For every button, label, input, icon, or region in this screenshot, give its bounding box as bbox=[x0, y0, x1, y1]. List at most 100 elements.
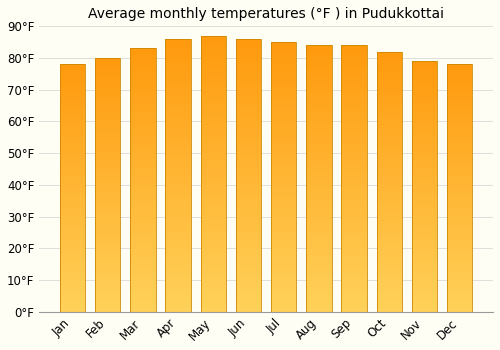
Bar bbox=[306, 245, 332, 248]
Bar bbox=[236, 80, 261, 83]
Bar bbox=[342, 115, 367, 119]
Bar bbox=[200, 267, 226, 270]
Bar bbox=[271, 150, 296, 153]
Bar bbox=[271, 221, 296, 224]
Bar bbox=[166, 223, 191, 226]
Bar bbox=[271, 160, 296, 163]
Bar bbox=[376, 244, 402, 247]
Bar bbox=[271, 42, 296, 46]
Bar bbox=[447, 262, 472, 265]
Bar bbox=[130, 193, 156, 197]
Bar bbox=[166, 226, 191, 230]
Bar bbox=[342, 195, 367, 198]
Bar bbox=[412, 83, 437, 86]
Bar bbox=[342, 122, 367, 125]
Bar bbox=[447, 169, 472, 173]
Bar bbox=[447, 299, 472, 302]
Bar bbox=[236, 124, 261, 128]
Bar bbox=[95, 271, 120, 274]
Bar bbox=[376, 78, 402, 81]
Bar bbox=[236, 247, 261, 250]
Bar bbox=[60, 86, 85, 89]
Bar bbox=[306, 192, 332, 195]
Bar bbox=[376, 100, 402, 104]
Bar bbox=[236, 206, 261, 209]
Bar bbox=[342, 145, 367, 148]
Bar bbox=[306, 169, 332, 172]
Bar bbox=[447, 176, 472, 179]
Bar bbox=[60, 71, 85, 74]
Bar bbox=[236, 308, 261, 312]
Bar bbox=[166, 107, 191, 111]
Bar bbox=[130, 200, 156, 203]
Bar bbox=[447, 148, 472, 151]
Bar bbox=[447, 105, 472, 108]
Bar bbox=[342, 92, 367, 95]
Bar bbox=[236, 66, 261, 70]
Bar bbox=[342, 279, 367, 282]
Bar bbox=[200, 43, 226, 46]
Bar bbox=[306, 108, 332, 112]
Bar bbox=[200, 177, 226, 181]
Bar bbox=[342, 232, 367, 235]
Bar bbox=[271, 56, 296, 59]
Bar bbox=[200, 70, 226, 74]
Bar bbox=[60, 126, 85, 129]
Bar bbox=[412, 168, 437, 171]
Bar bbox=[200, 239, 226, 243]
Bar bbox=[200, 112, 226, 115]
Bar bbox=[236, 216, 261, 220]
Bar bbox=[271, 153, 296, 157]
Bar bbox=[376, 257, 402, 260]
Bar bbox=[447, 163, 472, 166]
Bar bbox=[271, 69, 296, 72]
Bar bbox=[412, 190, 437, 193]
Bar bbox=[306, 279, 332, 282]
Bar bbox=[236, 63, 261, 66]
Bar bbox=[60, 77, 85, 80]
Bar bbox=[130, 58, 156, 62]
Bar bbox=[60, 259, 85, 262]
Bar bbox=[166, 152, 191, 155]
Bar bbox=[447, 182, 472, 185]
Bar bbox=[447, 89, 472, 92]
Bar bbox=[412, 133, 437, 136]
Bar bbox=[306, 259, 332, 262]
Bar bbox=[60, 83, 85, 86]
Bar bbox=[412, 233, 437, 237]
Bar bbox=[412, 302, 437, 306]
Bar bbox=[95, 255, 120, 258]
Bar bbox=[130, 71, 156, 75]
Bar bbox=[342, 59, 367, 62]
Bar bbox=[236, 226, 261, 230]
Bar bbox=[95, 71, 120, 74]
Bar bbox=[447, 284, 472, 287]
Bar bbox=[376, 126, 402, 130]
Bar bbox=[60, 64, 85, 312]
Bar bbox=[130, 187, 156, 190]
Bar bbox=[447, 80, 472, 83]
Bar bbox=[447, 117, 472, 120]
Bar bbox=[412, 68, 437, 71]
Bar bbox=[200, 156, 226, 160]
Bar bbox=[412, 158, 437, 161]
Bar bbox=[200, 257, 226, 260]
Bar bbox=[166, 247, 191, 250]
Bar bbox=[447, 219, 472, 222]
Bar bbox=[412, 240, 437, 243]
Bar bbox=[447, 132, 472, 135]
Bar bbox=[60, 108, 85, 111]
Bar bbox=[166, 302, 191, 305]
Bar bbox=[236, 83, 261, 87]
Bar bbox=[306, 99, 332, 102]
Bar bbox=[200, 288, 226, 291]
Bar bbox=[271, 265, 296, 268]
Bar bbox=[271, 147, 296, 150]
Bar bbox=[306, 275, 332, 279]
Bar bbox=[60, 142, 85, 145]
Bar bbox=[236, 264, 261, 267]
Bar bbox=[236, 203, 261, 206]
Bar bbox=[200, 122, 226, 126]
Bar bbox=[306, 248, 332, 252]
Bar bbox=[130, 88, 156, 91]
